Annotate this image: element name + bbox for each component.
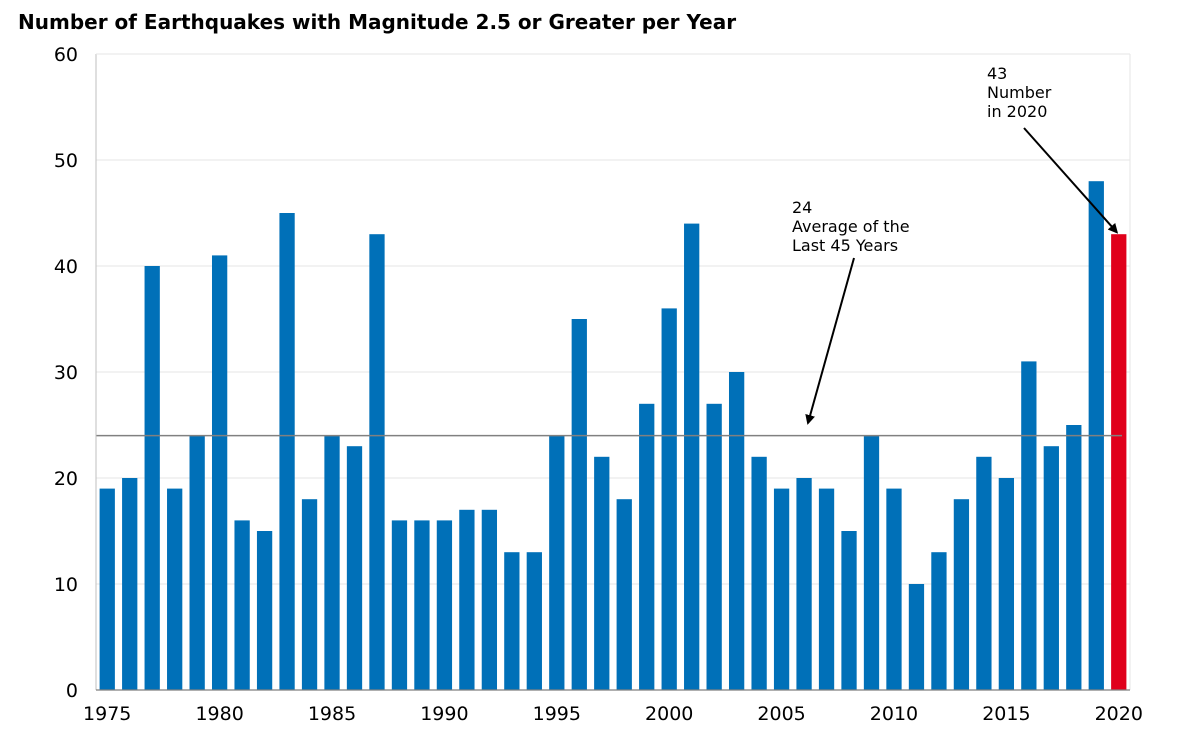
bar-1977: [144, 266, 160, 690]
x-tick-label: 2010: [870, 703, 918, 725]
chart-title: Number of Earthquakes with Magnitude 2.5…: [18, 10, 737, 34]
bar-1996: [571, 319, 587, 690]
bar-1984: [301, 499, 318, 690]
bar-2014: [976, 456, 992, 690]
bar-1979: [189, 435, 205, 690]
x-tick-label: 1985: [308, 703, 356, 725]
bar-2006: [796, 478, 812, 690]
average-label-line: 24: [792, 198, 812, 217]
bar-2018: [1066, 425, 1082, 690]
bar-1998: [616, 499, 632, 690]
bar-1980: [211, 255, 228, 690]
bar-2017: [1043, 446, 1059, 690]
bar-1990: [436, 520, 453, 690]
bar-2013: [953, 499, 970, 690]
bar-2002: [706, 403, 722, 690]
bar-2010: [886, 488, 902, 690]
bar-1975: [99, 488, 115, 690]
bar-1978: [167, 488, 183, 690]
bar-1991: [459, 509, 475, 690]
y-tick-label: 10: [54, 574, 78, 596]
x-tick-label: 2000: [645, 703, 693, 725]
bar-1999: [639, 403, 655, 690]
highlight-label-line: 43: [987, 64, 1007, 83]
y-tick-label: 20: [54, 468, 78, 490]
bar-2015: [998, 478, 1015, 690]
bar-1985: [324, 435, 340, 690]
axes: 0 10 20 30 40 50 60 1975 1980 1985 1990 1995 2000 200…: [54, 44, 1143, 725]
bar-1987: [369, 234, 385, 690]
y-tick-label: 50: [54, 150, 78, 172]
bar-2004: [751, 456, 767, 690]
gridlines: [96, 53, 1130, 585]
bar-1982: [256, 531, 273, 690]
bar-1976: [122, 478, 138, 690]
bar-2009: [863, 435, 880, 690]
bar-1997: [594, 456, 610, 690]
bar-1989: [414, 520, 430, 690]
bar-2003: [728, 372, 745, 690]
x-tick-label: 1995: [533, 703, 581, 725]
bar-2000: [661, 308, 677, 690]
x-tick-label: 1990: [420, 703, 468, 725]
highlight-arrow: [1023, 127, 1119, 234]
bars: [99, 181, 1127, 690]
average-label-line: Average of the: [792, 217, 910, 236]
bar-2012: [931, 552, 947, 690]
bar-1988: [391, 520, 408, 690]
highlight-label-line: in 2020: [987, 102, 1047, 121]
x-tick-label: 2005: [757, 703, 805, 725]
y-tick-label: 60: [54, 44, 78, 66]
bar-2005: [773, 488, 790, 690]
average-arrow: [805, 257, 855, 425]
bar-1995: [549, 435, 565, 690]
y-tick-label: 30: [54, 362, 78, 384]
bar-2011: [908, 584, 925, 690]
bar-1993: [504, 552, 520, 690]
y-tick-label: 40: [54, 256, 78, 278]
highlight-label-line: Number: [987, 83, 1052, 102]
bar-1992: [481, 509, 498, 690]
bar-2008: [841, 531, 857, 690]
average-label-line: Last 45 Years: [792, 236, 898, 255]
y-tick-label: 0: [66, 680, 78, 702]
x-tick-label: 1980: [195, 703, 243, 725]
bar-1986: [346, 446, 363, 690]
bar-1981: [234, 520, 250, 690]
bar-2001: [684, 223, 700, 690]
bar-2020: [1111, 234, 1127, 690]
x-tick-label: 2015: [982, 703, 1030, 725]
x-tick-label: 2020: [1095, 703, 1143, 725]
bar-1983: [279, 213, 295, 690]
x-tick-label: 1975: [83, 703, 131, 725]
bar-2007: [818, 488, 835, 690]
bar-1994: [526, 552, 542, 690]
bar-2016: [1021, 361, 1037, 690]
